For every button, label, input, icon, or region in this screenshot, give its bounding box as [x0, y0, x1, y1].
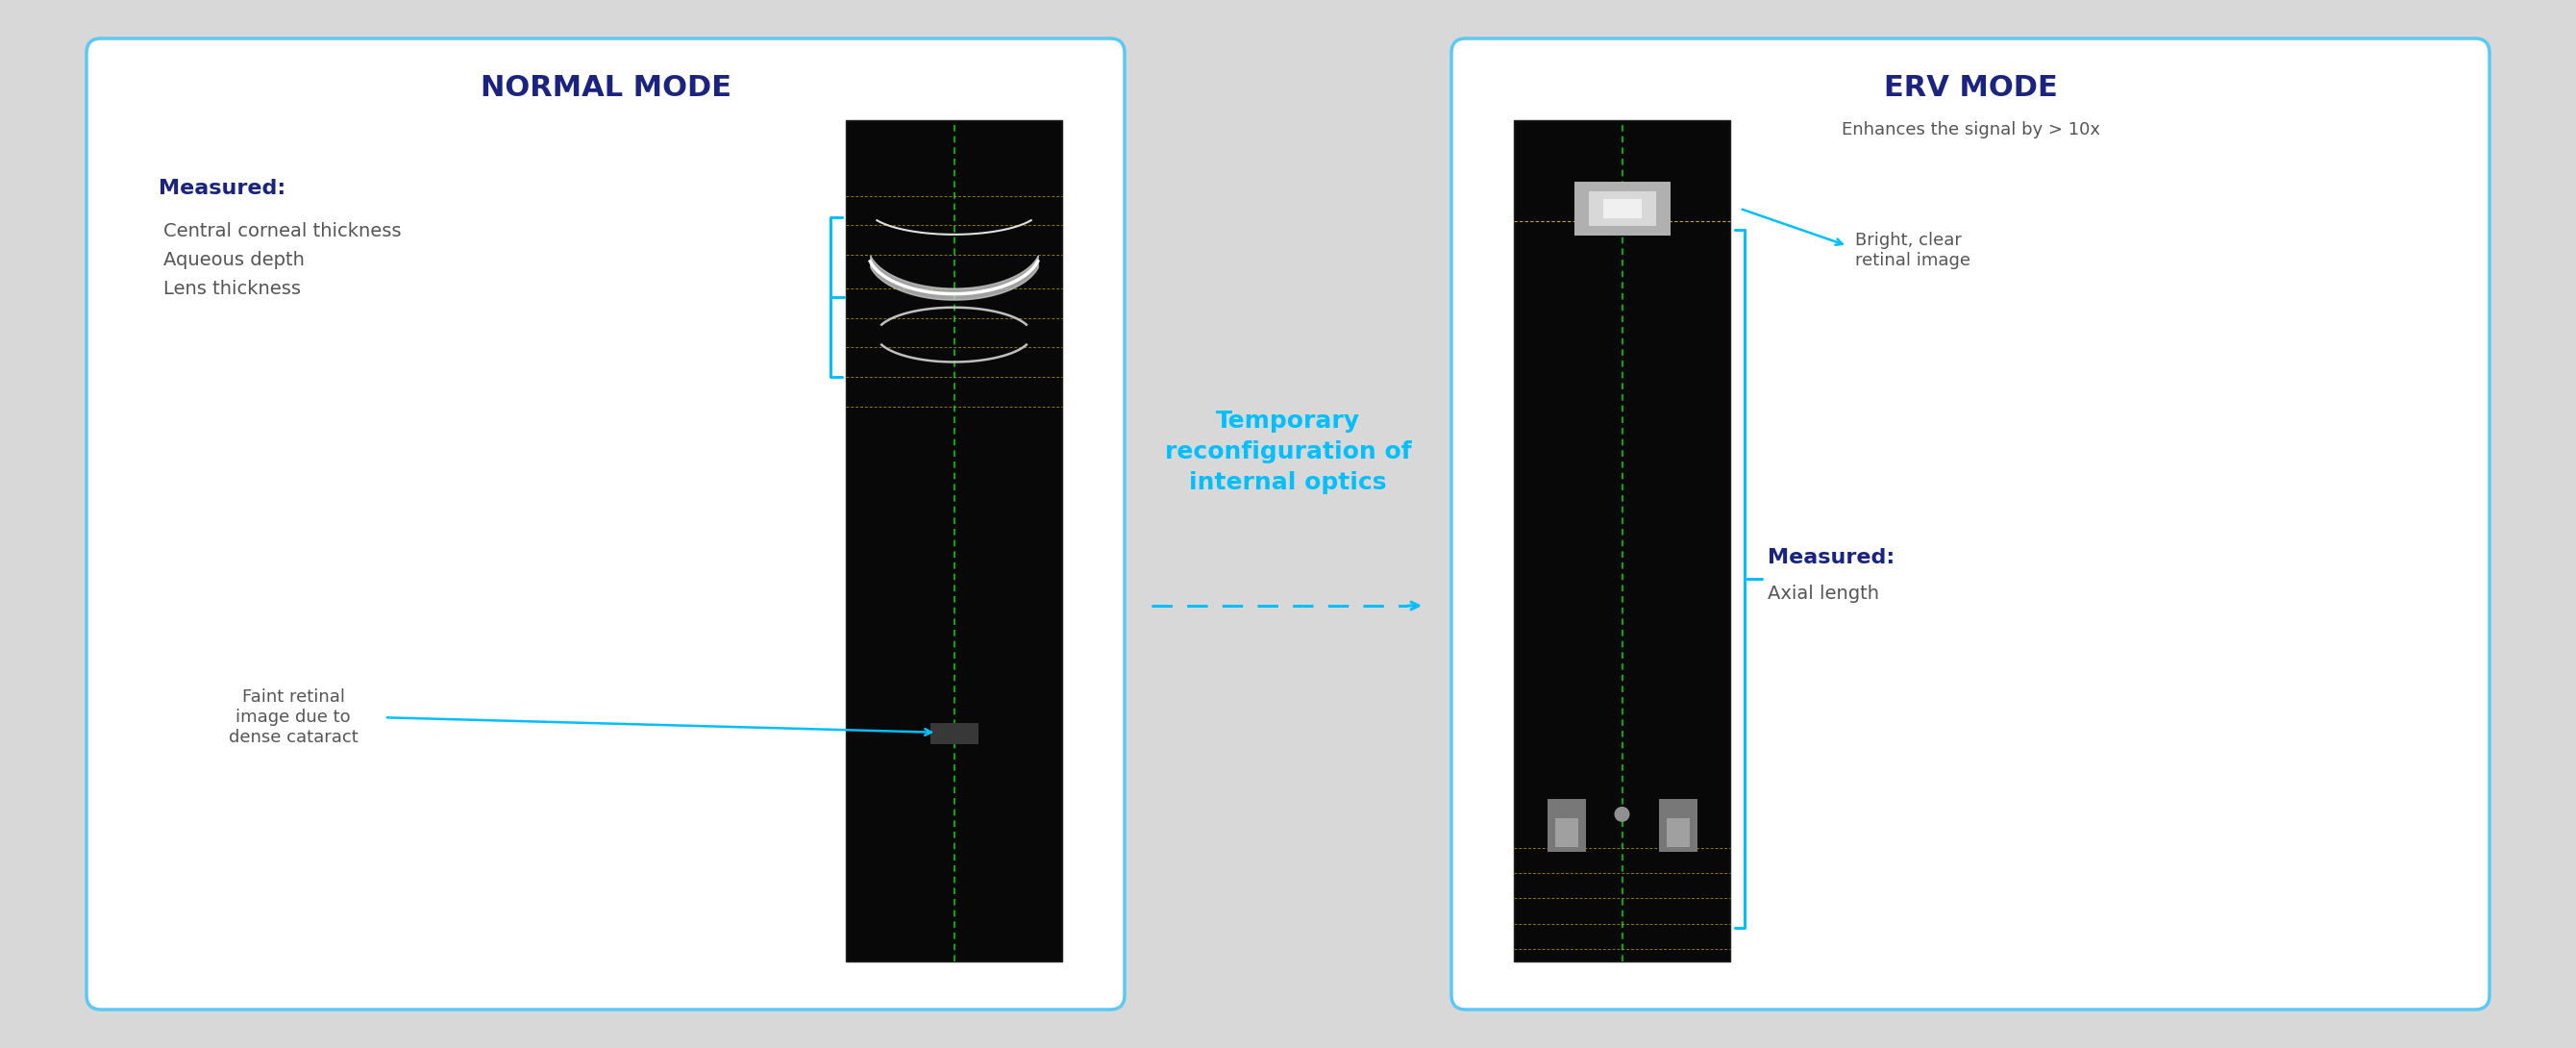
- Text: Temporary
reconfiguration of
internal optics: Temporary reconfiguration of internal op…: [1164, 410, 1412, 494]
- Bar: [1515, 121, 1731, 961]
- Bar: [1548, 800, 1584, 852]
- Text: Aqueous depth: Aqueous depth: [162, 250, 304, 269]
- Bar: [930, 723, 979, 744]
- Text: Lens thickness: Lens thickness: [162, 280, 301, 298]
- Text: Enhances the signal by > 10x: Enhances the signal by > 10x: [1842, 122, 2099, 138]
- Text: Measured:: Measured:: [1767, 548, 1896, 567]
- FancyBboxPatch shape: [1450, 39, 2488, 1009]
- Text: Faint retinal
image due to
dense cataract: Faint retinal image due to dense catarac…: [229, 689, 358, 746]
- FancyBboxPatch shape: [88, 39, 1126, 1009]
- Text: Measured:: Measured:: [160, 178, 286, 198]
- Bar: [1659, 800, 1698, 852]
- Ellipse shape: [1615, 807, 1631, 822]
- Bar: [1667, 818, 1690, 847]
- Bar: [845, 121, 1061, 961]
- Text: Central corneal thickness: Central corneal thickness: [162, 222, 402, 240]
- Text: NORMAL MODE: NORMAL MODE: [479, 74, 732, 103]
- Text: Bright, clear
retinal image: Bright, clear retinal image: [1855, 232, 1971, 269]
- Bar: [1589, 191, 1656, 225]
- Text: ERV MODE: ERV MODE: [1883, 74, 2058, 103]
- Bar: [1556, 818, 1577, 847]
- Bar: [1515, 121, 1731, 961]
- Bar: [1574, 181, 1669, 236]
- Bar: [1602, 199, 1641, 218]
- Bar: [845, 121, 1061, 961]
- Text: Axial length: Axial length: [1767, 585, 1878, 604]
